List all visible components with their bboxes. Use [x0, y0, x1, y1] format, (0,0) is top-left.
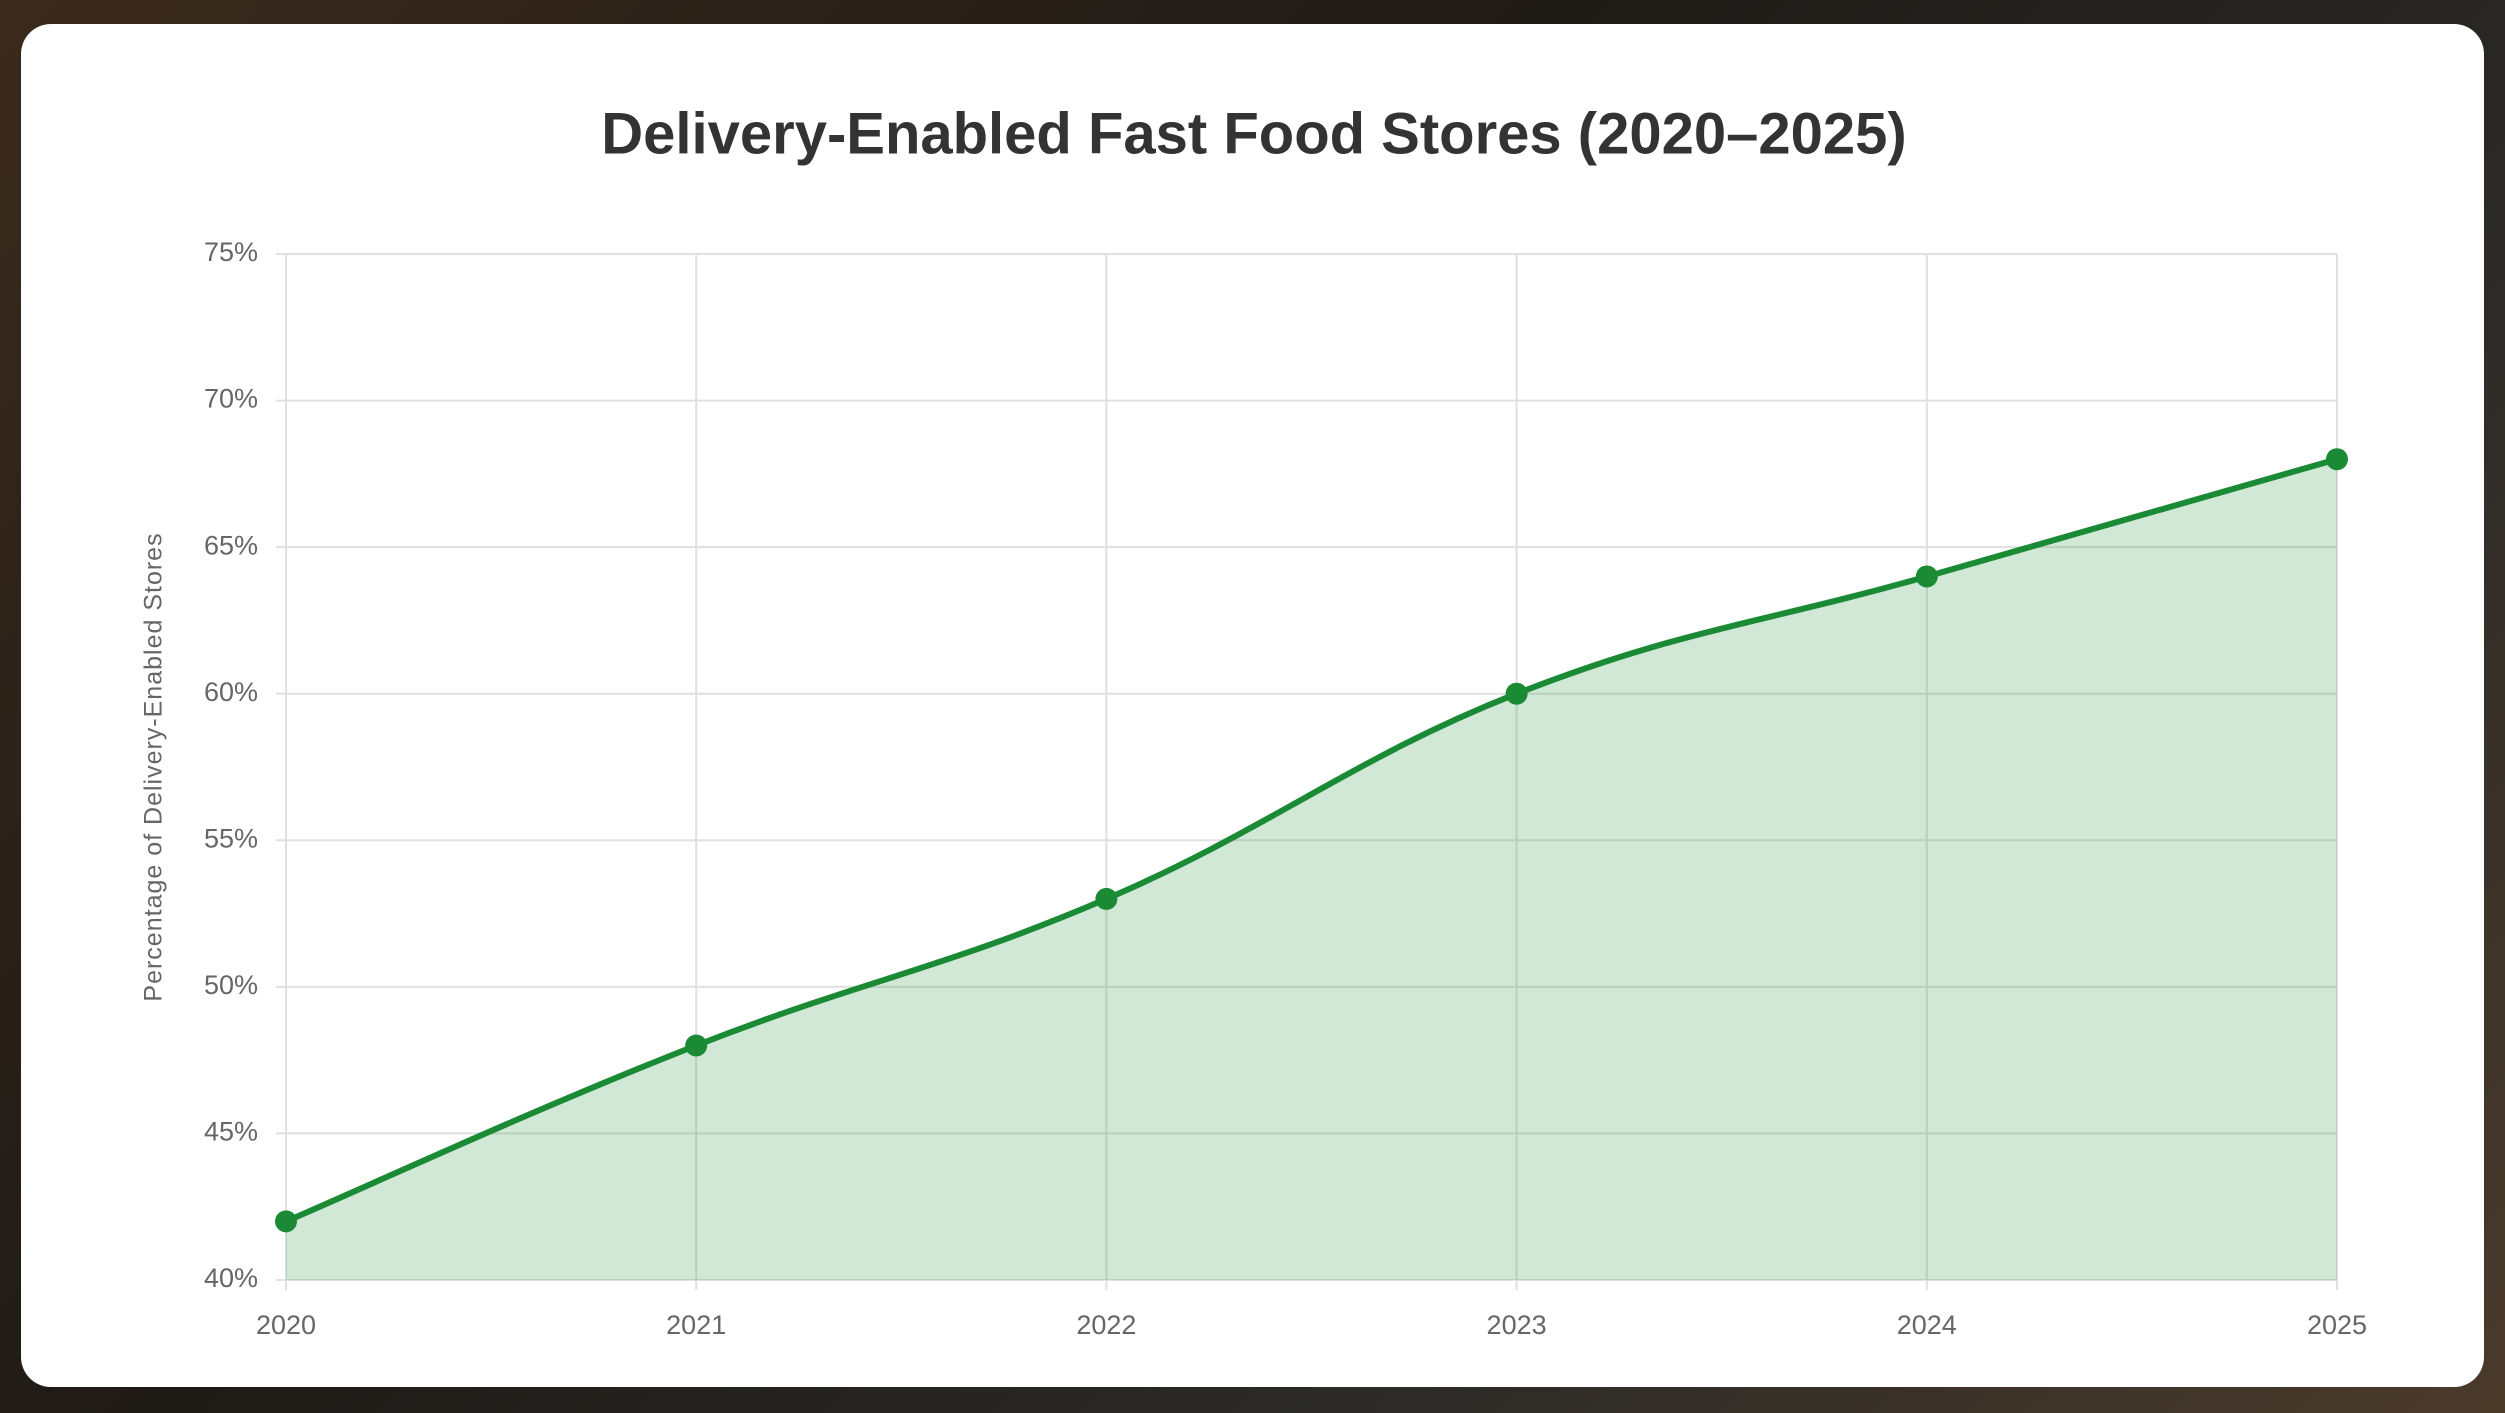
point — [1505, 682, 1528, 705]
x-tick-label: 2024 — [1897, 1310, 1957, 1340]
y-tick-label: 55% — [204, 823, 258, 853]
y-tick-label: 45% — [204, 1117, 258, 1147]
x-tick-label: 2020 — [256, 1310, 316, 1340]
y-axis-label: Percentage of Delivery-Enabled Stores — [140, 532, 168, 1001]
y-tick-label: 70% — [204, 384, 258, 414]
point — [1095, 887, 1118, 910]
card — [21, 24, 2484, 1387]
y-tick-label: 75% — [204, 237, 258, 267]
area — [286, 459, 2337, 1280]
line — [284, 456, 2338, 1225]
y-tick-label: 40% — [204, 1263, 258, 1293]
x-tick-label: 2021 — [666, 1310, 726, 1340]
y-tick-label: 50% — [204, 970, 258, 1000]
y-tick-label: 65% — [204, 530, 258, 560]
point — [2326, 448, 2348, 471]
x-tick-label: 2022 — [1076, 1310, 1136, 1340]
chart-title: Delivery-Enabled Fast Food Stores (2020–… — [601, 101, 1907, 166]
y-tick-label: 60% — [204, 677, 258, 707]
point — [275, 1210, 297, 1233]
x-tick-label: 2025 — [2307, 1310, 2367, 1340]
point — [685, 1034, 708, 1057]
point — [1915, 565, 1938, 588]
x-tick-label: 2023 — [1487, 1310, 1547, 1340]
